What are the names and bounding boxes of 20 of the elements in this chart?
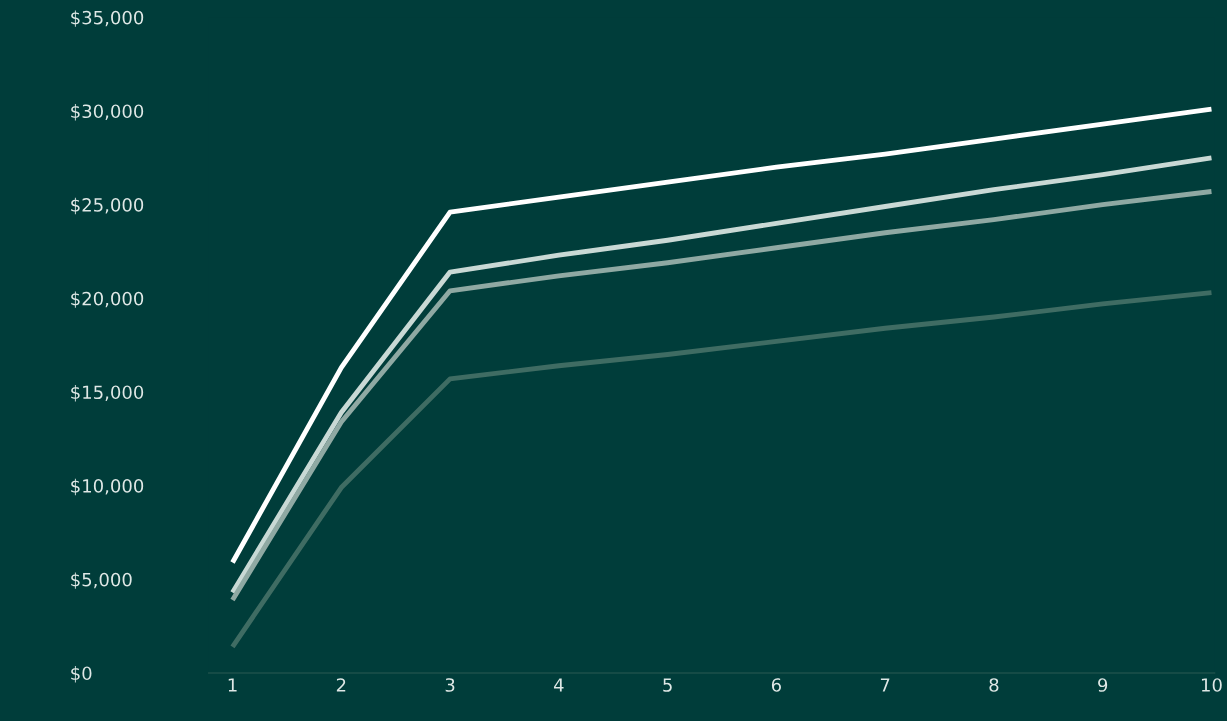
- y-tick-label: $0: [71, 666, 92, 683]
- line-series: [230, 290, 1214, 650]
- x-tick-label: 10: [1201, 678, 1222, 692]
- y-tick-label: $35,000: [71, 10, 144, 27]
- y-tick-label: $30,000: [71, 104, 144, 121]
- x-tick-label: 2: [336, 678, 346, 692]
- x-tick-label: 4: [553, 678, 564, 692]
- x-tick-label: 1: [228, 678, 237, 692]
- line-series: [230, 106, 1214, 565]
- x-tick-label: 5: [663, 678, 672, 692]
- x-tick-label: 8: [989, 678, 999, 692]
- y-tick-label: $20,000: [71, 291, 144, 308]
- x-tick-label: 9: [1098, 678, 1108, 692]
- y-tick-label: $15,000: [71, 385, 144, 402]
- y-tick-label: $10,000: [71, 478, 144, 496]
- y-tick-label: $25,000: [71, 197, 144, 215]
- x-tick-label: 7: [880, 678, 890, 692]
- y-tick-label: $5,000: [71, 572, 132, 589]
- x-tick-label: 6: [771, 678, 781, 692]
- x-tick-label: 3: [445, 678, 455, 692]
